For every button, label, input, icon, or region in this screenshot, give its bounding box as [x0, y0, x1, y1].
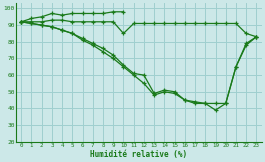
- X-axis label: Humidité relative (%): Humidité relative (%): [90, 150, 187, 159]
